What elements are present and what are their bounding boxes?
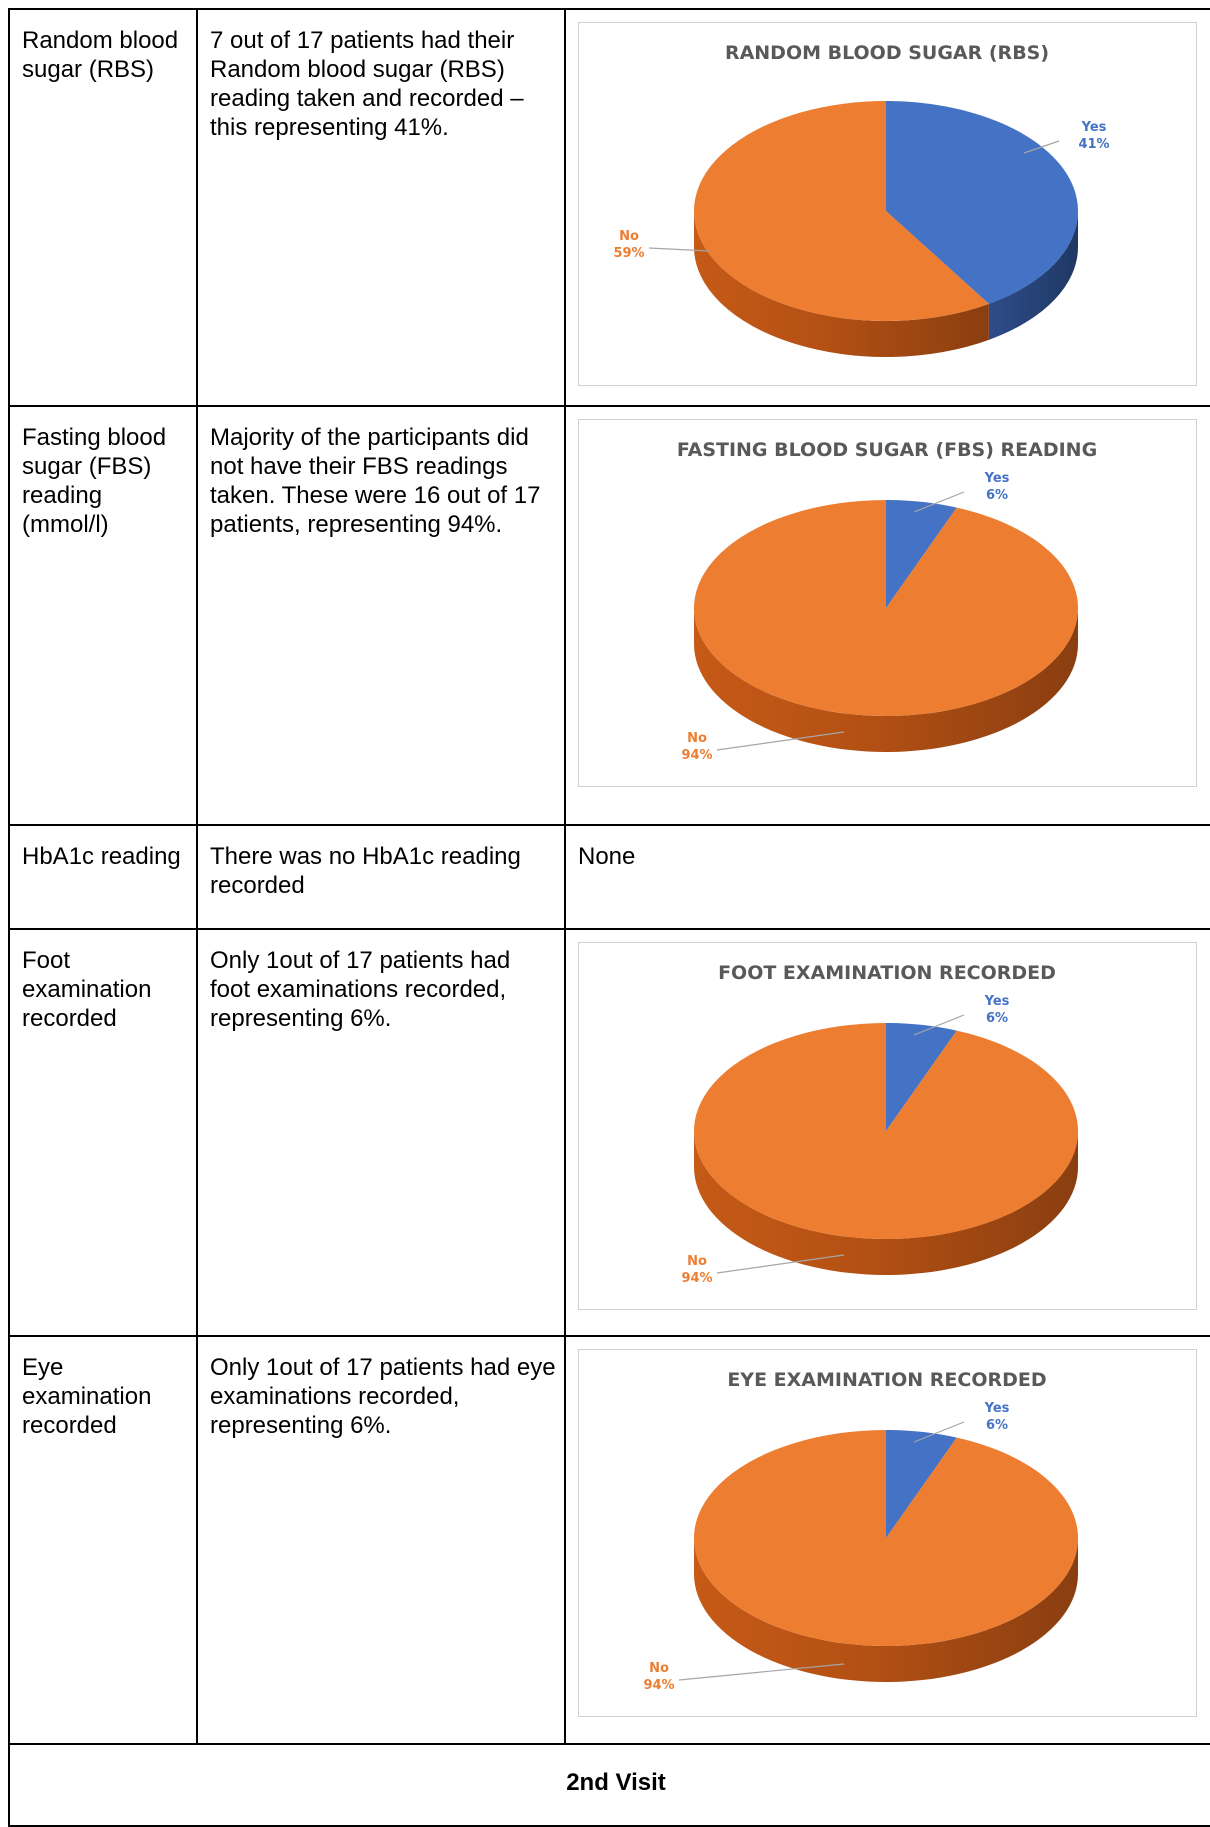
row-label-cell: Random blood sugar (RBS)	[8, 8, 198, 407]
row-description-cell: There was no HbA1c reading recorded	[196, 824, 566, 930]
leader-line-no	[678, 1663, 845, 1681]
table-row: Foot examination recorded Only 1out of 1…	[8, 928, 1210, 1337]
row-description: Only 1out of 17 patients had foot examin…	[210, 947, 511, 1032]
pie-slice-no	[693, 101, 989, 322]
chart-cell: EYE EXAMINATION RECORDED Yes 6% No 94%	[564, 1335, 1210, 1745]
row-description: 7 out of 17 patients had their Random bl…	[210, 27, 524, 141]
row-description-cell: 7 out of 17 patients had their Random bl…	[196, 8, 566, 407]
chart-title: FOOT EXAMINATION RECORDED	[718, 962, 1056, 984]
row-description-cell: Majority of the participants did not hav…	[196, 405, 566, 826]
pie-slice-yes	[886, 500, 957, 608]
chart-title: RANDOM BLOOD SUGAR (RBS)	[725, 42, 1049, 64]
visit-label: 2nd Visit	[566, 1769, 666, 1796]
pie-side-no	[694, 211, 989, 357]
chart-cell: RANDOM BLOOD SUGAR (RBS) Yes 41% No 59%	[564, 8, 1210, 407]
leader-line-yes	[913, 491, 965, 513]
row-description: There was no HbA1c reading recorded	[210, 843, 521, 899]
results-table: Random blood sugar (RBS) 7 out of 17 pat…	[8, 8, 1210, 1827]
row-description-cell: Only 1out of 17 patients had eye examina…	[196, 1335, 566, 1745]
chart-title: FASTING BLOOD SUGAR (FBS) READING	[677, 439, 1097, 461]
pie-side-no	[694, 1131, 1078, 1275]
row-label-cell: Fasting blood sugar (FBS) reading (mmol/…	[8, 405, 198, 826]
data-label-yes: Yes 6%	[984, 471, 1010, 503]
leader-line-no	[716, 1254, 845, 1274]
leader-line-yes	[913, 1421, 965, 1443]
table-row: Fasting blood sugar (FBS) reading (mmol/…	[8, 405, 1210, 826]
leader-line-yes	[913, 1014, 965, 1036]
row-label: Random blood sugar (RBS)	[22, 27, 179, 83]
row-description-cell: Only 1out of 17 patients had foot examin…	[196, 928, 566, 1337]
leader-line-no	[648, 247, 710, 252]
data-label-no: No 94%	[681, 1254, 712, 1286]
fbs-chart: FASTING BLOOD SUGAR (FBS) READING Yes 6% No…	[578, 419, 1197, 787]
chart-cell: FASTING BLOOD SUGAR (FBS) READING Yes 6% No…	[564, 405, 1210, 826]
foot-chart: FOOT EXAMINATION RECORDED Yes 6% No 94%	[578, 942, 1197, 1310]
chart-title: EYE EXAMINATION RECORDED	[727, 1369, 1046, 1391]
leader-line-no	[716, 731, 845, 751]
pie-slice-no	[694, 1023, 1078, 1239]
data-label-no: No 94%	[643, 1661, 674, 1693]
row-label: Fasting blood sugar (FBS) reading (mmol/…	[22, 424, 167, 538]
pie-slice-no	[694, 500, 1078, 716]
pie-side-no	[694, 608, 1078, 752]
pie-side-yes	[988, 211, 1078, 340]
table-row: HbA1c reading There was no HbA1c reading…	[8, 824, 1210, 930]
table-row: 2nd Visit	[8, 1743, 1210, 1827]
leader-line-yes	[1023, 140, 1060, 154]
row-label-cell: Eye examination recorded	[8, 1335, 198, 1745]
row-label: Eye examination recorded	[22, 1354, 152, 1439]
eye-chart: EYE EXAMINATION RECORDED Yes 6% No 94%	[578, 1349, 1197, 1717]
table-row: Random blood sugar (RBS) 7 out of 17 pat…	[8, 8, 1210, 407]
rbs-pie-chart: RANDOM BLOOD SUGAR (RBS) Yes 41% No 59%	[613, 42, 1110, 357]
row-label: Foot examination recorded	[22, 947, 152, 1032]
row-description: Majority of the participants did not hav…	[210, 424, 541, 538]
row-label-cell: HbA1c reading	[8, 824, 198, 930]
chart-cell: FOOT EXAMINATION RECORDED Yes 6% No 94%	[564, 928, 1210, 1337]
result-value: None	[578, 843, 636, 870]
data-label-no: No 94%	[681, 731, 712, 763]
data-label-yes: Yes 6%	[984, 994, 1010, 1026]
foot-pie-chart: FOOT EXAMINATION RECORDED Yes 6% No 94%	[681, 962, 1078, 1286]
visit-header-cell: 2nd Visit	[8, 1743, 1210, 1827]
data-label-yes: Yes 6%	[984, 1401, 1010, 1433]
pie-slice-yes	[886, 1023, 957, 1131]
fbs-pie-chart: FASTING BLOOD SUGAR (FBS) READING Yes 6% No…	[677, 439, 1097, 763]
data-label-yes: Yes 41%	[1078, 120, 1109, 152]
result-cell: None	[564, 824, 1210, 930]
pie-slice-yes	[886, 101, 1078, 304]
eye-pie-chart: EYE EXAMINATION RECORDED Yes 6% No 94%	[643, 1369, 1078, 1693]
pie-side-no	[694, 1538, 1078, 1682]
pie-slice-yes	[886, 1430, 957, 1538]
row-label: HbA1c reading	[22, 843, 181, 870]
rbs-chart: RANDOM BLOOD SUGAR (RBS) Yes 41% No 59%	[578, 22, 1197, 386]
row-description: Only 1out of 17 patients had eye examina…	[210, 1354, 556, 1439]
data-label-no: No 59%	[613, 229, 644, 261]
row-label-cell: Foot examination recorded	[8, 928, 198, 1337]
pie-slice-no	[694, 1430, 1078, 1646]
table-row: Eye examination recorded Only 1out of 17…	[8, 1335, 1210, 1745]
